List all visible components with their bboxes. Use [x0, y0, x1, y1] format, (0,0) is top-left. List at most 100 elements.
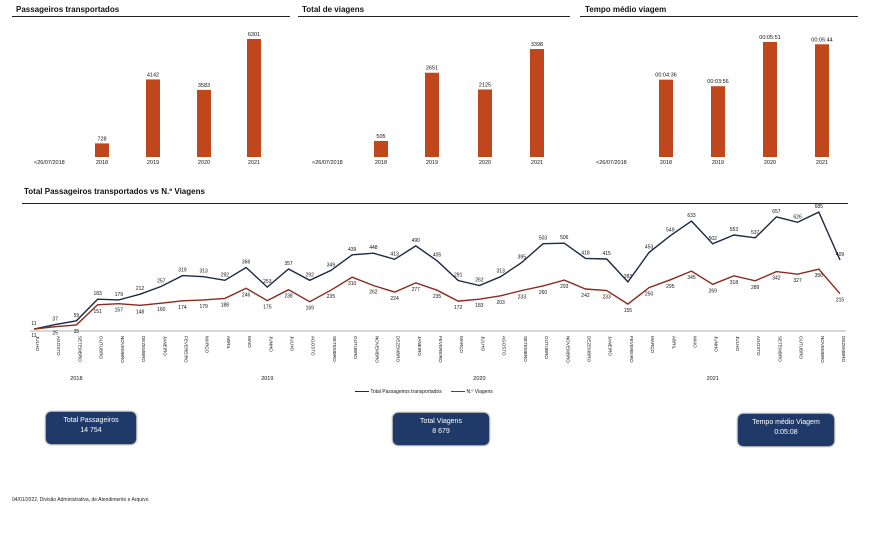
line-chart: 11 37 59 183 179 212 257 319 313 292 366 253 357 292 3… [30, 204, 846, 382]
footer-note: 04/01/2022, Divisão Administrativa, de A… [12, 497, 149, 503]
trips-bar-2019 [425, 72, 439, 157]
passengers-point-label: 405 [433, 253, 442, 259]
avg-time-label: Tempo médio Viagem [752, 419, 820, 426]
x-tick-label: SETEMBRO [332, 336, 337, 362]
passengers-point-label: 413 [390, 251, 399, 257]
series-line-trips [33, 268, 841, 330]
x-tick-label: OUTUBRO [799, 336, 804, 359]
x-tick-label: MARÇO [459, 336, 464, 354]
passengers-bar-label-2019: 4142 [147, 72, 159, 78]
passengers-point-label: 179 [115, 292, 124, 298]
passengers-bar-2018 [95, 143, 109, 157]
passengers-point-label: 59 [74, 313, 80, 319]
trips-category-2019: 2019 [426, 160, 438, 166]
trips-point-label: 203 [496, 300, 505, 306]
x-tick-label: AGOSTO [756, 336, 761, 356]
x-tick-label: AGOSTO [311, 336, 316, 356]
passengers-point-label: 502 [709, 236, 718, 242]
x-tick-label: AGOSTO [56, 336, 61, 356]
trips-point-label: 327 [793, 278, 802, 284]
trips-category-2018: 2018 [375, 160, 387, 166]
x-tick-label: SETEMBRO [777, 336, 782, 362]
x-tick-label: MAIO [247, 336, 252, 348]
trips-point-label: 238 [284, 294, 293, 300]
total-passengers-label: Total Passageiros [63, 417, 119, 424]
trips-point-label: 289 [751, 285, 760, 291]
avg-time-value: 0:05:08 [774, 429, 798, 436]
passengers-point-label: 490 [412, 238, 421, 244]
total-trips-label: Total Viagens [420, 418, 462, 425]
x-tick-label: JULHO [290, 336, 295, 351]
trips-point-label: 310 [348, 281, 357, 287]
passengers-category-2020: 2020 [198, 160, 210, 166]
total-passengers-value: 14 754 [80, 427, 102, 434]
passengers-category-2019: 2019 [147, 160, 159, 166]
trips-bar-label-2020: 2125 [479, 82, 491, 88]
passengers-baseline-label: <26/07/2018 [34, 160, 65, 166]
x-tick-label: SETEMBRO [523, 336, 528, 362]
passengers-bar-2019 [146, 79, 160, 157]
x-tick-label: ABRIL [671, 336, 676, 350]
trips-point-label: 148 [136, 309, 145, 315]
x-tick-label: JUNHO [714, 336, 719, 352]
passengers-point-label: 366 [242, 259, 251, 265]
legend-trips-swatch [451, 390, 466, 393]
trips-bar-label-2019: 2651 [426, 66, 438, 72]
passengers-point-label: 503 [539, 236, 548, 242]
x-tick-label: NOVEMBRO [374, 336, 379, 363]
passengers-bar-2020 [197, 89, 211, 157]
trips-bar-2020 [478, 89, 492, 157]
x-tick-label: JULHO [480, 336, 485, 351]
year-label-2021: 2021 [707, 376, 719, 382]
trips-point-label: 11 [31, 333, 36, 339]
total-trips-value: 8 679 [432, 428, 450, 435]
trips-point-label: 233 [603, 295, 612, 301]
trips-point-label: 246 [242, 292, 251, 298]
avg-time-baseline-label: <26/07/2018 [596, 160, 627, 166]
avg-time-category-2020: 2020 [764, 160, 776, 166]
passengers-point-label: 11 [31, 321, 36, 327]
avg-time-bar-2019 [711, 86, 725, 157]
trips-point-label: 356 [815, 273, 824, 279]
trips-point-label: 35 [74, 329, 80, 335]
passengers-title-rule [12, 16, 290, 17]
trips-point-label: 215 [836, 298, 845, 304]
x-tick-label: DEZEMBRO [586, 336, 591, 362]
x-tick-label: NOVEMBRO [565, 336, 570, 363]
trips-point-label: 175 [263, 305, 272, 311]
trips-point-label: 174 [178, 305, 187, 311]
avg-time-bar-label-2020: 00:05:51 [759, 35, 780, 41]
passengers-point-label: 283 [624, 274, 633, 280]
passengers-point-label: 626 [793, 214, 802, 220]
x-tick-label: MARÇO [650, 336, 655, 354]
passengers-point-label: 257 [157, 278, 166, 284]
trips-point-label: 277 [412, 287, 421, 293]
year-label-2019: 2019 [261, 376, 273, 382]
trips-point-label: 318 [730, 280, 739, 286]
trips-bar-label-2021: 3398 [531, 42, 543, 48]
trips-point-label: 169 [306, 306, 315, 312]
passengers-point-label: 292 [306, 272, 315, 278]
avg-time-bar-2018 [659, 79, 673, 157]
trips-point-label: 25 [52, 331, 58, 337]
passengers-point-label: 409 [836, 252, 845, 258]
trips-point-label: 224 [390, 296, 399, 302]
trips-category-2020: 2020 [479, 160, 491, 166]
x-tick-label: JANEIRO [608, 336, 613, 356]
legend-passengers-label: Total Passageiros transportados [370, 389, 442, 395]
passengers-category-2018: 2018 [96, 160, 108, 166]
trips-point-label: 250 [645, 292, 654, 298]
passengers-point-label: 506 [560, 235, 569, 241]
avg-time-title-rule [580, 16, 858, 17]
x-tick-label: OUTUBRO [99, 336, 104, 359]
year-label-2020: 2020 [473, 376, 485, 382]
avg-time-category-2021: 2021 [816, 160, 828, 166]
passengers-point-label: 418 [581, 250, 590, 256]
passengers-point-label: 439 [348, 247, 357, 253]
line-chart-legend: Total Passageiros transportados N.º Viag… [355, 389, 493, 395]
avg-time-bar-2021 [815, 44, 829, 158]
avg-time-bar-label-2021: 00:05:44 [811, 37, 832, 43]
trips-point-label: 179 [200, 304, 209, 310]
trips-point-label: 345 [687, 275, 696, 281]
passengers-point-label: 553 [730, 227, 739, 233]
